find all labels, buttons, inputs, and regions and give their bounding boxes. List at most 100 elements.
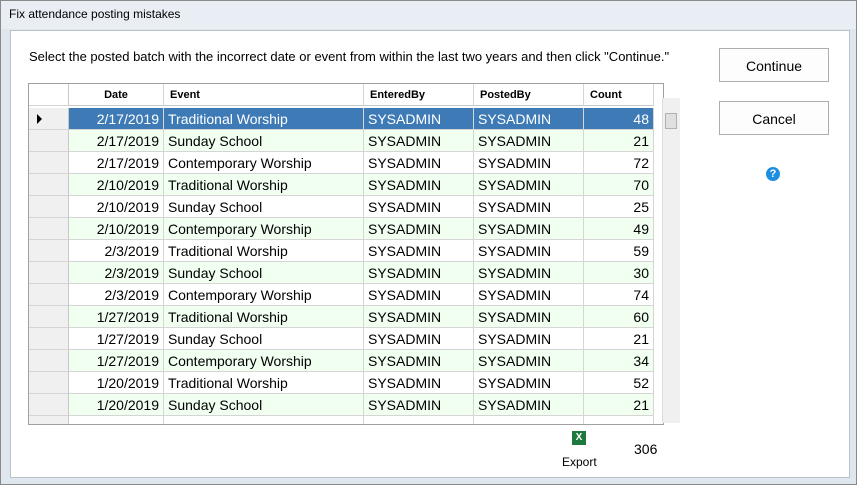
table-cell[interactable]: 60 xyxy=(584,306,654,328)
table-cell[interactable]: 48 xyxy=(584,108,654,130)
table-cell[interactable]: SYSADMIN xyxy=(364,262,474,284)
table-cell[interactable]: SYSADMIN xyxy=(364,130,474,152)
table-cell[interactable]: SYSADMIN xyxy=(364,394,474,416)
table-cell[interactable]: SYSADMIN xyxy=(474,372,584,394)
export-label[interactable]: Export xyxy=(562,455,597,469)
table-cell[interactable]: Traditional Worship xyxy=(164,372,364,394)
title-bar: Fix attendance posting mistakes xyxy=(1,1,856,29)
export-icon[interactable]: X xyxy=(572,431,586,445)
table-cell[interactable]: SYSADMIN xyxy=(474,196,584,218)
total-count: 306 xyxy=(634,441,657,457)
table-cell xyxy=(474,416,584,425)
row-header xyxy=(29,108,69,130)
table-cell[interactable]: Contemporary Worship xyxy=(164,152,364,174)
instructions: Select the posted batch with the incorre… xyxy=(29,49,669,64)
table-cell[interactable]: SYSADMIN xyxy=(474,240,584,262)
row-header xyxy=(29,218,69,240)
row-header-corner xyxy=(29,84,69,106)
table-cell[interactable]: Traditional Worship xyxy=(164,108,364,130)
table-cell[interactable]: SYSADMIN xyxy=(364,152,474,174)
table-cell[interactable]: SYSADMIN xyxy=(364,108,474,130)
table-cell[interactable]: SYSADMIN xyxy=(474,262,584,284)
table-cell[interactable]: 21 xyxy=(584,328,654,350)
table-cell[interactable]: Sunday School xyxy=(164,328,364,350)
table-cell[interactable]: 52 xyxy=(584,372,654,394)
table-cell[interactable]: SYSADMIN xyxy=(364,240,474,262)
table-cell[interactable]: 2/10/2019 xyxy=(69,218,164,240)
row-header xyxy=(29,240,69,262)
table-cell[interactable]: SYSADMIN xyxy=(364,372,474,394)
cancel-button[interactable]: Cancel xyxy=(719,101,829,135)
table-cell[interactable]: 2/17/2019 xyxy=(69,108,164,130)
table-cell[interactable]: 2/10/2019 xyxy=(69,174,164,196)
table-cell[interactable]: Traditional Worship xyxy=(164,306,364,328)
table-cell[interactable]: 21 xyxy=(584,130,654,152)
row-header xyxy=(29,372,69,394)
column-header[interactable]: Count xyxy=(584,84,654,106)
table-cell[interactable]: 2/3/2019 xyxy=(69,284,164,306)
table-cell[interactable]: SYSADMIN xyxy=(474,284,584,306)
table-cell[interactable]: 25 xyxy=(584,196,654,218)
table-cell[interactable]: 74 xyxy=(584,284,654,306)
table-cell[interactable]: Sunday School xyxy=(164,196,364,218)
table-cell[interactable]: 30 xyxy=(584,262,654,284)
column-header[interactable]: Date xyxy=(69,84,164,106)
table-cell[interactable]: SYSADMIN xyxy=(474,394,584,416)
table-cell[interactable]: Contemporary Worship xyxy=(164,284,364,306)
table-cell[interactable]: 2/3/2019 xyxy=(69,240,164,262)
table-cell[interactable]: 72 xyxy=(584,152,654,174)
dialog-body: Select the posted batch with the incorre… xyxy=(10,30,850,478)
table-cell[interactable]: SYSADMIN xyxy=(474,306,584,328)
table-cell[interactable]: 70 xyxy=(584,174,654,196)
table-cell[interactable]: SYSADMIN xyxy=(474,130,584,152)
scrollbar[interactable] xyxy=(662,98,680,423)
table-cell[interactable]: Contemporary Worship xyxy=(164,350,364,372)
column-header[interactable]: PostedBy xyxy=(474,84,584,106)
row-header xyxy=(29,394,69,416)
table-cell[interactable]: 1/27/2019 xyxy=(69,328,164,350)
table-cell[interactable]: SYSADMIN xyxy=(364,306,474,328)
table-cell[interactable]: SYSADMIN xyxy=(474,218,584,240)
table-cell[interactable]: 2/3/2019 xyxy=(69,262,164,284)
table-cell[interactable]: 1/20/2019 xyxy=(69,394,164,416)
table-cell[interactable]: SYSADMIN xyxy=(364,196,474,218)
table-cell[interactable]: SYSADMIN xyxy=(474,152,584,174)
table-cell[interactable]: 21 xyxy=(584,394,654,416)
batch-grid: DateEventEnteredByPostedByCount 2/17/2019… xyxy=(28,83,664,425)
table-cell[interactable]: 2/17/2019 xyxy=(69,152,164,174)
table-cell[interactable]: Sunday School xyxy=(164,262,364,284)
table-cell[interactable]: Contemporary Worship xyxy=(164,218,364,240)
table-cell[interactable]: SYSADMIN xyxy=(474,350,584,372)
table-cell[interactable]: SYSADMIN xyxy=(364,174,474,196)
table-cell[interactable]: 59 xyxy=(584,240,654,262)
table-cell[interactable]: Traditional Worship xyxy=(164,174,364,196)
table-cell[interactable]: 2/10/2019 xyxy=(69,196,164,218)
row-header xyxy=(29,130,69,152)
column-header[interactable]: EnteredBy xyxy=(364,84,474,106)
table-cell[interactable]: 1/27/2019 xyxy=(69,350,164,372)
table-cell[interactable]: SYSADMIN xyxy=(474,328,584,350)
table-cell[interactable]: SYSADMIN xyxy=(364,284,474,306)
table-cell[interactable]: SYSADMIN xyxy=(364,350,474,372)
continue-button[interactable]: Continue xyxy=(719,48,829,82)
table-cell[interactable]: SYSADMIN xyxy=(364,328,474,350)
row-header xyxy=(29,328,69,350)
table-cell[interactable]: 49 xyxy=(584,218,654,240)
row-header xyxy=(29,152,69,174)
table-cell[interactable]: 34 xyxy=(584,350,654,372)
table-cell xyxy=(69,416,164,425)
table-cell[interactable]: Traditional Worship xyxy=(164,240,364,262)
table-cell[interactable]: SYSADMIN xyxy=(474,174,584,196)
table-cell[interactable]: 2/17/2019 xyxy=(69,130,164,152)
column-header[interactable]: Event xyxy=(164,84,364,106)
row-header xyxy=(29,350,69,372)
scroll-thumb[interactable] xyxy=(665,113,677,129)
table-cell[interactable]: SYSADMIN xyxy=(474,108,584,130)
table-cell[interactable]: SYSADMIN xyxy=(364,218,474,240)
help-icon[interactable]: ? xyxy=(766,167,780,181)
table-cell[interactable]: 1/20/2019 xyxy=(69,372,164,394)
table-cell[interactable]: Sunday School xyxy=(164,394,364,416)
table-cell[interactable]: Sunday School xyxy=(164,130,364,152)
table-cell[interactable]: 1/27/2019 xyxy=(69,306,164,328)
